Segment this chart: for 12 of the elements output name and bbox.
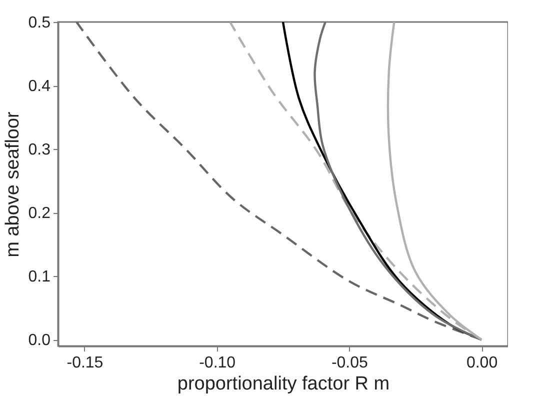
y-tick-label: 0.1	[28, 268, 51, 286]
x-tick-label: -0.10	[199, 354, 236, 372]
y-tick-label: 0.2	[28, 205, 51, 222]
y-tick-label: 0.3	[28, 142, 51, 159]
y-tick-label: 0.4	[28, 78, 51, 96]
y-tick-label: 0.0	[28, 332, 51, 350]
x-tick-label: -0.15	[66, 354, 104, 372]
y-tick-label: 0.5	[28, 14, 51, 32]
x-tick-label: -0.05	[331, 354, 368, 372]
x-tick-label: 0.00	[466, 354, 498, 372]
y-axis-title: m above seafloor	[2, 110, 24, 258]
x-axis-title: proportionality factor R m	[177, 374, 390, 394]
